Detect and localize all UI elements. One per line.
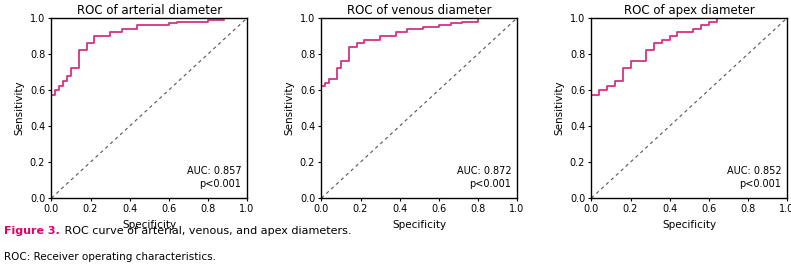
Y-axis label: Sensitivity: Sensitivity [14,81,25,135]
Y-axis label: Sensitivity: Sensitivity [554,81,564,135]
Title: ROC of apex diameter: ROC of apex diameter [624,4,755,17]
X-axis label: Specificity: Specificity [122,220,176,230]
Text: AUC: 0.852
p<0.001: AUC: 0.852 p<0.001 [727,166,782,189]
Text: AUC: 0.857
p<0.001: AUC: 0.857 p<0.001 [187,166,241,189]
Text: Figure 3.: Figure 3. [4,226,59,236]
Text: AUC: 0.872
p<0.001: AUC: 0.872 p<0.001 [456,166,511,189]
Title: ROC of venous diameter: ROC of venous diameter [347,4,491,17]
Y-axis label: Sensitivity: Sensitivity [284,81,294,135]
Text: ROC curve of arterial, venous, and apex diameters.: ROC curve of arterial, venous, and apex … [61,226,351,236]
X-axis label: Specificity: Specificity [662,220,717,230]
Text: ROC: Receiver operating characteristics.: ROC: Receiver operating characteristics. [4,252,216,262]
Title: ROC of arterial diameter: ROC of arterial diameter [77,4,221,17]
X-axis label: Specificity: Specificity [392,220,446,230]
